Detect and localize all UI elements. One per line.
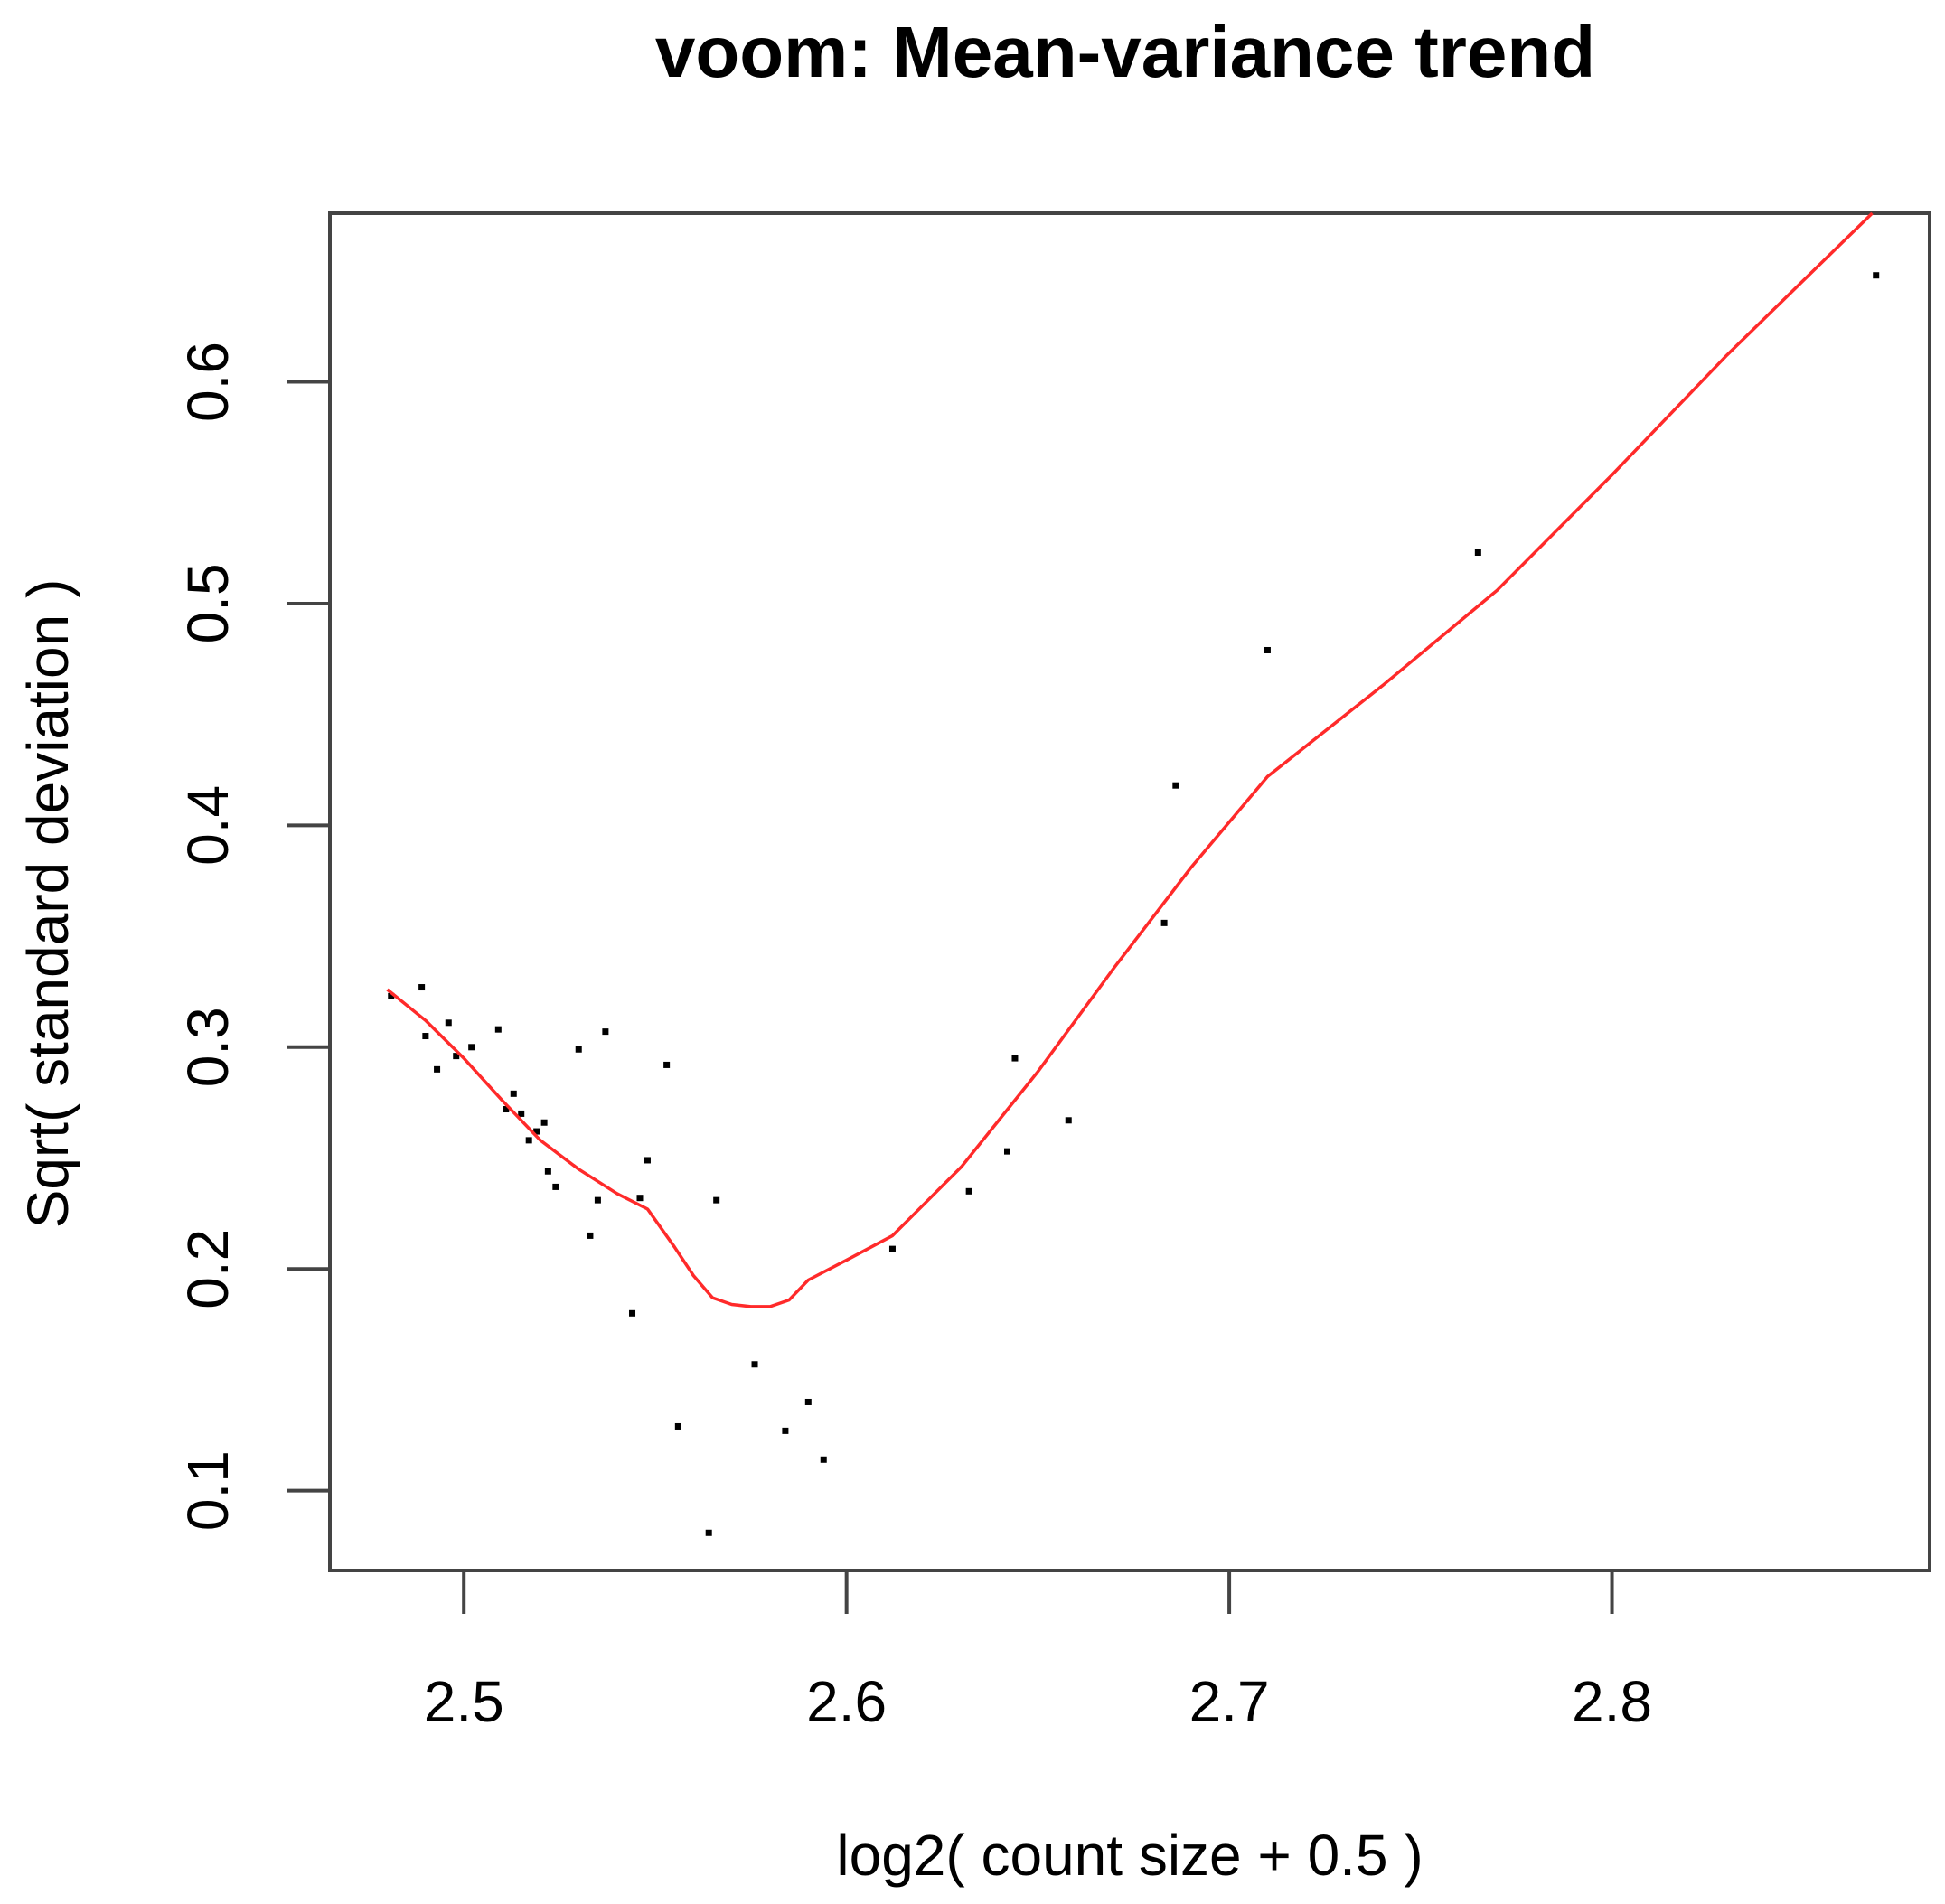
y-tick-label: 0.2 [175,1229,240,1309]
trend-line [386,211,1874,1308]
y-axis: 0.1 0.2 0.3 0.4 0.5 0.6 [175,342,332,1531]
scatter-point [820,1456,827,1463]
scatter-point [888,1245,896,1252]
scatter-point [388,992,395,999]
scatter-point [1172,782,1179,789]
scatter-point [602,1028,609,1036]
y-axis-label: Sqrt( standard deviation ) [15,579,80,1229]
y-tick-label: 0.6 [175,342,240,422]
scatter-point [422,1033,429,1040]
scatter-point [445,1019,452,1027]
x-axis-label: log2( count size + 0.5 ) [836,1823,1423,1888]
x-tick-label: 2.7 [1189,1669,1270,1734]
scatter-point [540,1119,548,1126]
scatter-point [418,984,426,991]
scatter-point [503,1106,510,1113]
scatter-point [1065,1117,1072,1124]
scatter-point [751,1361,758,1368]
scatter-point [533,1128,540,1135]
scatter-point [1011,1055,1019,1062]
scatter-point [636,1195,644,1202]
scatter-points [388,272,1880,1536]
scatter-point [434,1065,441,1073]
scatter-point [1003,1148,1010,1155]
x-tick-label: 2.8 [1572,1669,1652,1734]
scatter-point [544,1168,551,1175]
y-tick-label: 0.3 [175,1007,240,1087]
scatter-point [663,1061,671,1068]
scatter-point [644,1157,651,1164]
y-tick-label: 0.1 [175,1450,240,1531]
scatter-point [1160,919,1168,926]
scatter-point [525,1137,532,1144]
scatter-point [453,1053,460,1060]
trend-line-group [386,211,1874,1308]
x-axis: 2.5 2.6 2.7 2.8 [424,1569,1652,1734]
y-tick-label: 0.4 [175,785,240,866]
x-tick-label: 2.6 [806,1669,887,1734]
x-tick-label: 2.5 [424,1669,504,1734]
scatter-point [782,1427,789,1434]
scatter-point [587,1232,594,1239]
scatter-point [713,1196,720,1204]
scatter-point [674,1422,681,1430]
scatter-point [965,1187,972,1195]
scatter-point [705,1529,712,1536]
plot-frame [328,211,1931,1572]
scatter-point [1873,272,1880,279]
chart-title: voom: Mean-variance trend [655,12,1595,92]
scatter-point [575,1046,582,1053]
scatter-point [594,1196,601,1204]
y-tick-label: 0.5 [175,563,240,643]
scatter-point [518,1110,525,1117]
scatter-point [804,1398,812,1405]
scatter-point [494,1026,502,1033]
scatter-point [468,1044,475,1051]
scatter-point [1264,646,1271,653]
scatter-point [1474,549,1481,556]
scatter-point [510,1090,517,1097]
scatter-point [629,1309,636,1317]
scatter-point [552,1183,559,1190]
